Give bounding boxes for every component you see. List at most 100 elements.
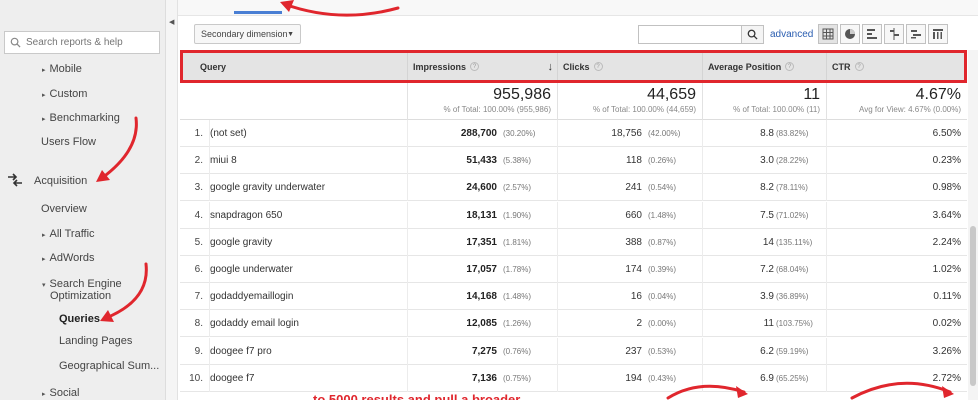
scrollbar-track[interactable] [968, 50, 978, 400]
view-pie-button[interactable] [840, 24, 860, 44]
comparison-icon [890, 28, 899, 40]
row-impressions: 12,085 (1.26%) [408, 310, 558, 338]
row-query[interactable]: doogee f7 pro [210, 337, 408, 365]
totals-ctr: 4.67% Avg for View: 4.67% (0.00%) [859, 86, 961, 115]
row-ctr: 1.02% [932, 264, 961, 275]
sidebar-item-seo[interactable]: ▾ Search Engine [42, 278, 122, 290]
row-clicks: 174 (0.39%) [558, 256, 703, 283]
advanced-filter-link[interactable]: advanced [770, 29, 814, 40]
row-clicks: 18,756 (42.00%) [558, 120, 703, 147]
help-icon[interactable]: ? [470, 62, 480, 71]
sidebar-item-acquisition[interactable]: Acquisition [34, 175, 88, 187]
row-clicks: 16 (0.04%) [558, 283, 703, 311]
sidebar: ▸Mobile ▸Custom ▸Benchmarking Users Flow… [0, 0, 166, 400]
table-row[interactable]: 8. godaddy email login 12,085 (1.26%) 2 (0.00… [180, 310, 967, 338]
row-index: 1. [180, 120, 210, 147]
row-ctr: 0.23% [932, 155, 961, 167]
totals-position: 11 % of Total: 100.00% (11) [703, 83, 827, 120]
help-icon[interactable]: ? [854, 62, 864, 71]
row-impressions: 17,057 (1.78%) [408, 256, 558, 283]
pie-chart-icon [845, 29, 855, 39]
help-icon[interactable]: ? [593, 62, 603, 71]
row-index: 10. [180, 364, 210, 392]
table-header [180, 52, 967, 81]
row-impressions: 18,131 (1.90%) [408, 201, 558, 229]
view-pivot-button[interactable] [928, 24, 948, 44]
view-table-button[interactable] [818, 24, 838, 44]
row-impressions: 51,433 (5.38%) [408, 147, 558, 175]
sidebar-item-all-traffic[interactable]: ▸ All Traffic [42, 228, 95, 240]
table-row[interactable]: 10. doogee f7 7,136 (0.75%) 194 (0.43%) 6.9 (65… [180, 364, 967, 392]
sidebar-search-box[interactable] [4, 31, 160, 54]
header-query[interactable]: Query [180, 52, 408, 81]
view-bar-button[interactable] [862, 24, 882, 44]
pivot-icon [933, 29, 943, 39]
table-row[interactable]: 7. godaddyemaillogin 14,168 (1.48%) 16 (0.04%… [180, 283, 967, 311]
collapse-arrow-icon: ◀ [169, 19, 175, 26]
sidebar-item-social[interactable]: ▸ Social [42, 387, 80, 399]
table-row[interactable]: 3. google gravity underwater 24,600 (2.57%)… [180, 174, 967, 202]
table-row[interactable]: 6. google underwater 17,057 (1.78%) 174 (0.39… [180, 256, 967, 283]
row-position: 11 (103.75%) [703, 310, 827, 338]
row-index: 5. [180, 228, 210, 256]
table-filter-search-button[interactable] [742, 25, 764, 44]
totals-clicks: 44,659 % of Total: 100.00% (44,659) [558, 83, 703, 120]
active-tab-indicator [234, 11, 282, 14]
table-row[interactable]: 5. google gravity 17,351 (1.81%) 388 (0.87%) 1… [180, 228, 967, 256]
term-cloud-icon [911, 30, 921, 39]
sidebar-item-geographical-summary[interactable]: Geographical Sum... [59, 360, 160, 372]
sidebar-collapse-toggle[interactable]: ◀ [166, 0, 178, 400]
row-ctr: 0.11% [933, 291, 961, 303]
search-input[interactable] [26, 37, 156, 48]
row-impressions: 17,351 (1.81%) [408, 228, 558, 256]
table-filter-input[interactable] [638, 25, 742, 44]
row-position: 8.8 (83.82%) [703, 120, 827, 147]
sidebar-item-benchmarking[interactable]: ▸ Benchmarking [42, 112, 120, 124]
table-row[interactable]: 9. doogee f7 pro 7,275 (0.76%) 237 (0.53%) 6.2… [180, 337, 967, 365]
row-position: 14 (135.11%) [703, 228, 827, 256]
row-query[interactable]: snapdragon 650 [210, 201, 408, 229]
row-ctr: 6.50% [932, 128, 961, 139]
totals-query-cell [180, 83, 408, 120]
header-impressions[interactable]: Impressions? ↓ [408, 52, 558, 81]
row-query[interactable]: google gravity [210, 228, 408, 256]
row-ctr: 2.24% [932, 236, 961, 248]
row-query[interactable]: doogee f7 [210, 364, 408, 392]
row-query[interactable]: godaddyemaillogin [210, 283, 408, 311]
sidebar-item-adwords[interactable]: ▸ AdWords [42, 252, 95, 264]
row-position: 6.2 (59.19%) [703, 337, 827, 365]
row-ctr: 3.64% [932, 209, 961, 221]
sidebar-item-seo-line2: Optimization [50, 290, 112, 302]
row-query[interactable]: godaddy email login [210, 310, 408, 338]
sidebar-item-landing-pages[interactable]: Landing Pages [59, 335, 133, 347]
sidebar-item-users-flow[interactable]: Users Flow [41, 136, 97, 148]
row-query[interactable]: (not set) [210, 120, 408, 147]
table-row[interactable]: 2. miui 8 51,433 (5.38%) 118 (0.26%) 3.0 (28.22… [180, 147, 967, 175]
grid-icon [822, 28, 834, 40]
totals-impressions: 955,986 % of Total: 100.00% (955,986) [408, 83, 558, 120]
sidebar-item-custom[interactable]: ▸ Custom [42, 88, 88, 100]
row-clicks: 241 (0.54%) [558, 174, 703, 202]
sidebar-item-queries[interactable]: Queries [59, 313, 100, 325]
table-row[interactable]: 4. snapdragon 650 18,131 (1.90%) 660 (1.48%) 7… [180, 201, 967, 229]
row-query[interactable]: google underwater [210, 256, 408, 283]
acquisition-icon [8, 173, 22, 187]
annotation-caption: …to 5000 results and pull a broader [300, 392, 521, 400]
header-average-position[interactable]: Average Position? [703, 52, 827, 81]
scrollbar-thumb[interactable] [970, 226, 976, 386]
view-term-cloud-button[interactable] [906, 24, 926, 44]
row-index: 7. [180, 283, 210, 311]
sidebar-item-overview[interactable]: Overview [41, 203, 87, 215]
table-row[interactable]: 1. (not set) 288,700 (30.20%) 18,756 (42.00%)… [180, 120, 967, 147]
top-tab-bar [178, 0, 978, 16]
row-query[interactable]: miui 8 [210, 147, 408, 175]
view-comparison-button[interactable] [884, 24, 904, 44]
header-clicks[interactable]: Clicks? [558, 52, 703, 81]
search-icon [10, 37, 21, 48]
header-ctr[interactable]: CTR? [827, 52, 967, 81]
sidebar-item-mobile[interactable]: ▸ Mobile [42, 63, 82, 75]
secondary-dimension-dropdown[interactable]: Secondary dimension ▼ [194, 24, 301, 44]
row-clicks: 237 (0.53%) [558, 337, 703, 365]
help-icon[interactable]: ? [785, 62, 795, 71]
row-query[interactable]: google gravity underwater [210, 174, 408, 202]
